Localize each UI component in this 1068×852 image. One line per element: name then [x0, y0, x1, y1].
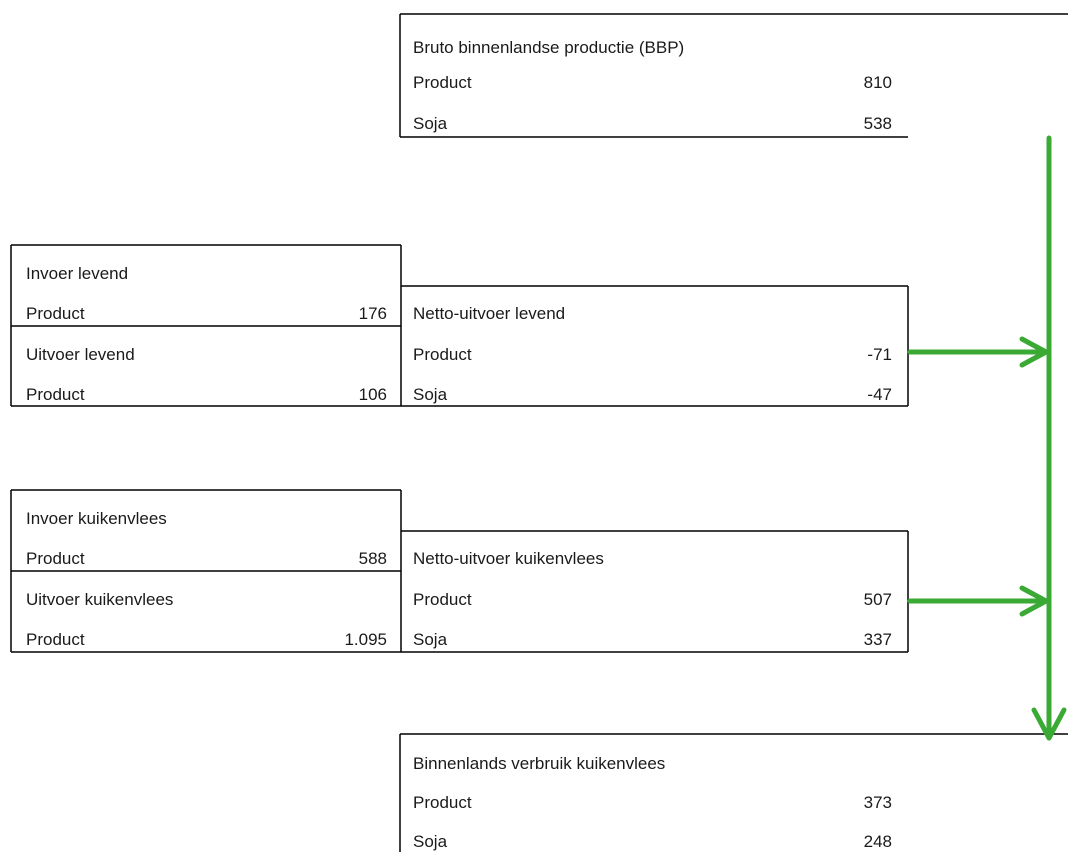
bbp-product-label: Product: [413, 73, 472, 92]
bbp-soja-value: 538: [863, 114, 892, 133]
netto-kuikenvlees-soja-value: 337: [863, 630, 892, 649]
verbruik-product-label: Product: [413, 793, 472, 812]
netto-levend-soja-label: Soja: [413, 385, 448, 404]
invoer-levend-product-value: 176: [358, 304, 387, 323]
uitvoer-kuikenvlees-title: Uitvoer kuikenvlees: [26, 590, 174, 609]
netto-kuikenvlees-product-label: Product: [413, 590, 472, 609]
invoer-levend-product-label: Product: [26, 304, 85, 323]
invoer-kuikenvlees-title: Invoer kuikenvlees: [26, 509, 167, 528]
verbruik-soja-value: 248: [863, 832, 892, 851]
verbruik-title: Binnenlands verbruik kuikenvlees: [413, 754, 666, 773]
netto-levend-product-value: -71: [867, 345, 892, 364]
down-arrowhead: [1031, 707, 1067, 741]
flow-arrows: [907, 135, 1067, 741]
invoer-kuikenvlees-product-value: 588: [358, 549, 387, 568]
levend-arrowhead: [1019, 336, 1049, 368]
uitvoer-kuikenvlees-product-label: Product: [26, 630, 85, 649]
bbp-product-value: 810: [863, 73, 892, 92]
verbruik-product-value: 373: [863, 793, 892, 812]
bbp-soja-label: Soja: [413, 114, 448, 133]
uitvoer-levend-title: Uitvoer levend: [26, 345, 135, 364]
bbp-title: Bruto binnenlandse productie (BBP): [413, 38, 685, 57]
uitvoer-kuikenvlees-product-value: 1.095: [344, 630, 387, 649]
verbruik-soja-label: Soja: [413, 832, 448, 851]
netto-kuikenvlees-product-value: 507: [863, 590, 892, 609]
box-borders: [10, 13, 1068, 852]
uitvoer-levend-product-value: 106: [358, 385, 387, 404]
netto-kuikenvlees-title: Netto-uitvoer kuikenvlees: [413, 549, 604, 568]
netto-kuikenvlees-soja-label: Soja: [413, 630, 448, 649]
uitvoer-levend-product-label: Product: [26, 385, 85, 404]
invoer-levend-title: Invoer levend: [26, 264, 129, 283]
netto-levend-product-label: Product: [413, 345, 472, 364]
netto-levend-soja-value: -47: [867, 385, 892, 404]
netto-levend-title: Netto-uitvoer levend: [413, 304, 566, 323]
invoer-kuikenvlees-product-label: Product: [26, 549, 85, 568]
kuikenvlees-arrowhead: [1019, 585, 1049, 617]
